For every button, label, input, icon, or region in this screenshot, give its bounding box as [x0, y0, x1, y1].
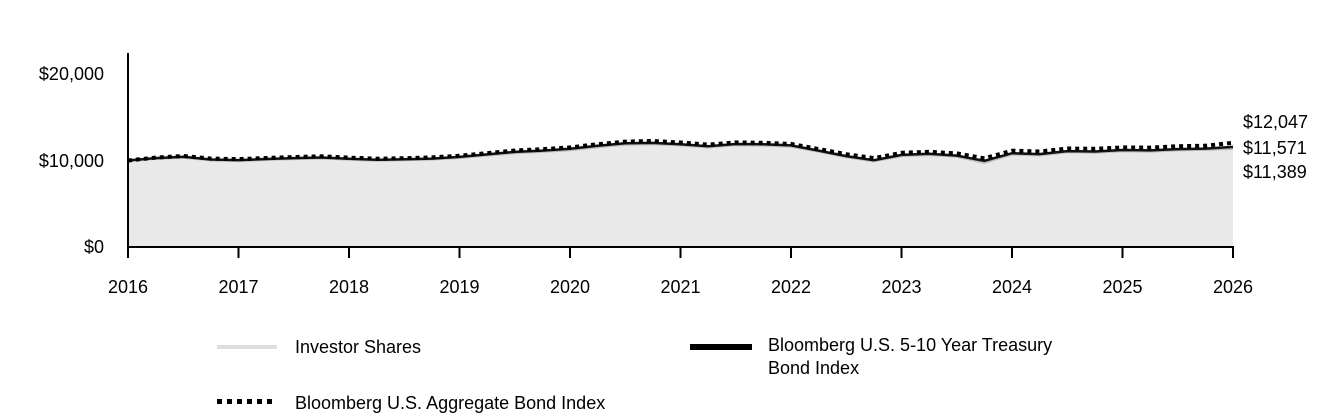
legend-swatch-aggregate-index: [217, 399, 272, 404]
x-axis-label-2024: 2024: [991, 277, 1033, 297]
legend-swatch-investor-shares: [217, 345, 277, 349]
plot-area: [127, 53, 1234, 258]
x-axis-label-2019: 2019: [439, 277, 480, 297]
x-axis-label-2016: 2016: [107, 277, 149, 297]
end-label-investor-shares: $11,389: [1243, 162, 1307, 182]
legend-label-treasury-index: Bloomberg U.S. 5-10 Year Treasury Bond I…: [768, 335, 1053, 378]
legend-label-aggregate-index: Bloomberg U.S. Aggregate Bond Index: [295, 393, 606, 413]
end-label-treasury-index: $11,571: [1243, 138, 1307, 158]
legend-label-investor-shares: Investor Shares: [295, 337, 422, 357]
x-axis-label-2022: 2022: [770, 277, 812, 297]
y-axis-label-10000: $10,000: [38, 151, 104, 171]
x-axis-label-2025: 2025: [1102, 277, 1143, 297]
x-axis-label-2018: 2018: [328, 277, 370, 297]
x-axis-label-2021: 2021: [660, 277, 701, 297]
legend-swatch-treasury-index: [690, 344, 752, 350]
end-label-aggregate-index: $12,047: [1243, 112, 1309, 132]
x-axis-label-2026: 2026: [1212, 277, 1254, 297]
area-fill-investor-shares: [128, 143, 1233, 247]
y-axis-label-0: $0: [83, 237, 104, 257]
x-axis-label-2020: 2020: [549, 277, 591, 297]
series-line-aggregate-index: [127, 138, 1234, 163]
x-axis-label-2017: 2017: [218, 277, 259, 297]
x-axis-label-2023: 2023: [881, 277, 922, 297]
y-axis-label-20000: $20,000: [38, 64, 104, 84]
